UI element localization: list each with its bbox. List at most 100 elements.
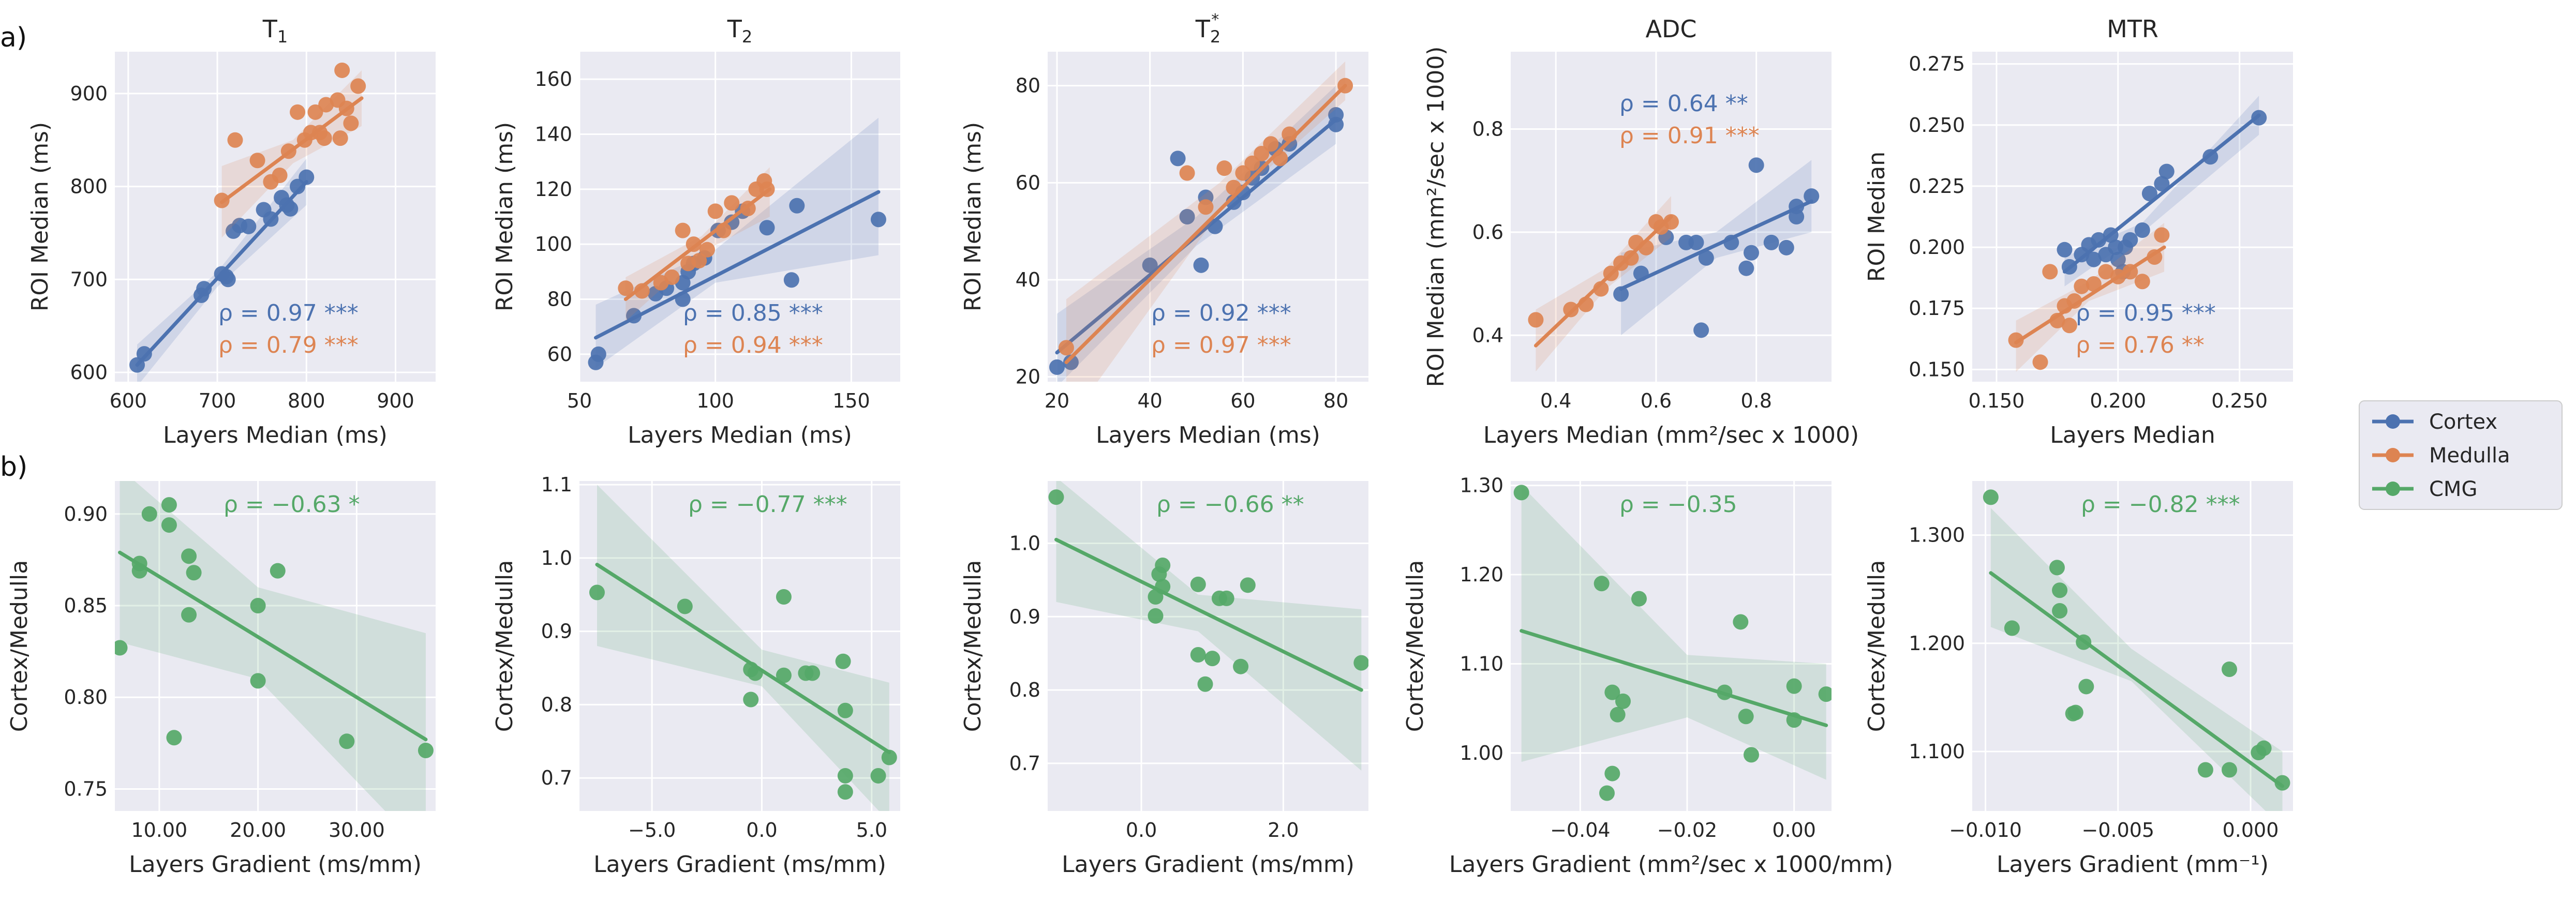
legend-medulla-marker [2386, 448, 2400, 462]
y-tick-label: 60 [1016, 171, 1040, 194]
chart-8: 0.0 2.0 0.7 0.8 0.9 1.0 Layers Gradient (ms/mm… [960, 481, 1368, 878]
y-tick-label: 0.6 [1472, 221, 1503, 244]
data-point-medulla [675, 222, 691, 238]
data-point-cmg [1599, 785, 1615, 801]
data-point-cmg [1604, 684, 1620, 700]
data-point-cmg [1786, 678, 1802, 694]
data-point-medulla [699, 242, 715, 258]
y-tick-label: 0.9 [1009, 605, 1040, 628]
y-tick-label: 1.300 [1909, 524, 1965, 547]
x-axis-label: Layers Median (ms) [1096, 422, 1320, 448]
data-point-cmg [1240, 577, 1256, 593]
y-tick-label: 160 [534, 68, 572, 91]
confidence-band-cortex [1621, 160, 1812, 336]
legend-cortex-label: Cortex [2429, 410, 2497, 434]
data-point-medulla [1263, 136, 1279, 152]
data-point-cortex [2251, 110, 2267, 126]
data-point-cmg [1615, 693, 1631, 709]
data-point-cortex [759, 220, 775, 236]
data-point-cmg [1610, 706, 1626, 723]
x-tick-label: −0.010 [1949, 819, 2022, 841]
data-point-cmg [1353, 655, 1368, 671]
chart-title: ADC [1645, 15, 1696, 43]
data-point-medulla [227, 132, 243, 148]
data-point-medulla [2098, 264, 2114, 280]
x-tick-label: 0.000 [2223, 819, 2279, 841]
data-point-cmg [776, 667, 792, 683]
plot-area [115, 481, 434, 811]
x-tick-label: 30.00 [329, 819, 385, 841]
y-axis-label: Cortex/Medulla [492, 560, 518, 732]
data-point-medulla [1244, 155, 1260, 171]
data-point-cortex [1193, 257, 1209, 273]
data-point-medulla [1216, 160, 1232, 176]
data-point-cmg [743, 691, 759, 708]
data-point-cmg [677, 598, 693, 614]
y-tick-label: 600 [70, 361, 108, 384]
confidence-band-cmg [1056, 481, 1362, 771]
data-point-cmg [1218, 590, 1234, 606]
data-point-medulla [1272, 151, 1288, 167]
x-tick-label: 50 [567, 389, 592, 412]
x-axis-label: Layers Gradient (ms/mm) [593, 851, 886, 878]
data-point-cmg [1738, 709, 1754, 725]
data-point-cmg [776, 589, 792, 605]
chart-5: 0.150 0.200 0.250 0.150 0.175 0.200 0.225 0.250… [1864, 15, 2293, 448]
y-axis-label: Cortex/Medulla [1402, 560, 1428, 732]
plot-background [1048, 481, 1368, 811]
x-tick-label: 900 [377, 389, 414, 412]
data-point-cortex [1738, 260, 1754, 276]
chart-title: T1 [262, 15, 288, 47]
y-tick-label: 80 [547, 288, 572, 311]
data-point-cortex [1179, 209, 1195, 224]
data-point-cortex [299, 169, 315, 185]
data-point-medulla [249, 153, 265, 169]
x-tick-label: −0.02 [1657, 819, 1717, 841]
regression-line-cmg [1054, 537, 1363, 692]
y-tick-label: 0.7 [1009, 752, 1040, 775]
data-point-cmg [339, 733, 355, 749]
title-subscript: 2 [1210, 27, 1220, 47]
data-point-cmg [1604, 765, 1620, 781]
data-point-cmg [837, 702, 853, 718]
chart-2: 50 100 150 60 80 100 120 140 160 T2 Layers Median … [492, 15, 900, 448]
data-point-cortex [1170, 151, 1186, 167]
y-tick-label: 1.200 [1909, 632, 1965, 655]
confidence-band-cmg [1521, 485, 1826, 780]
data-point-medulla [1623, 250, 1639, 266]
y-tick-label: 900 [70, 82, 108, 105]
correlation-annotation-medulla: ρ = 0.79 *** [218, 332, 359, 358]
y-tick-label: 0.8 [1009, 679, 1040, 701]
y-tick-label: 0.8 [1472, 118, 1503, 141]
data-point-cmg [1594, 576, 1610, 592]
x-tick-label: 0.8 [1740, 389, 1771, 412]
y-tick-label: 0.4 [1472, 324, 1503, 347]
x-axis-label: Layers Median (ms) [163, 422, 388, 448]
data-point-cortex [1049, 359, 1065, 375]
data-point-cmg [181, 548, 197, 564]
chart-7: −5.0 0.0 5.0 0.7 0.8 0.9 1.0 1.1 Layers Gradient… [492, 473, 900, 878]
data-point-cortex [1693, 322, 1709, 338]
y-tick-label: 1.10 [1460, 652, 1503, 675]
plot-area [2008, 96, 2267, 372]
x-tick-label: 5.0 [856, 819, 887, 841]
data-point-cmg [2049, 560, 2065, 576]
data-point-cortex [1763, 234, 1779, 250]
data-point-medulla [2061, 318, 2077, 334]
chart-6: 10.00 20.00 30.00 0.75 0.80 0.85 0.90 Layers Gr… [6, 481, 436, 878]
data-point-cmg [1744, 747, 1759, 763]
y-tick-label: 1.00 [1460, 742, 1503, 764]
x-tick-label: 0.0 [746, 819, 777, 841]
data-point-medulla [350, 78, 366, 94]
x-tick-label: 700 [199, 389, 236, 412]
y-tick-label: 0.150 [1909, 358, 1965, 381]
data-point-cmg [2274, 775, 2290, 791]
regression-line-cortex [2062, 113, 2261, 274]
data-point-cortex [2091, 232, 2107, 248]
x-axis-label: Layers Gradient (mm²/sec x 1000/mm) [1449, 851, 1893, 878]
x-axis-label: Layers Gradient (mm⁻¹) [1997, 851, 2269, 878]
data-point-cortex [2122, 232, 2138, 248]
y-tick-label: 140 [534, 123, 572, 146]
plot-area [589, 485, 897, 811]
correlation-annotation-cortex: ρ = 0.85 *** [683, 300, 823, 326]
